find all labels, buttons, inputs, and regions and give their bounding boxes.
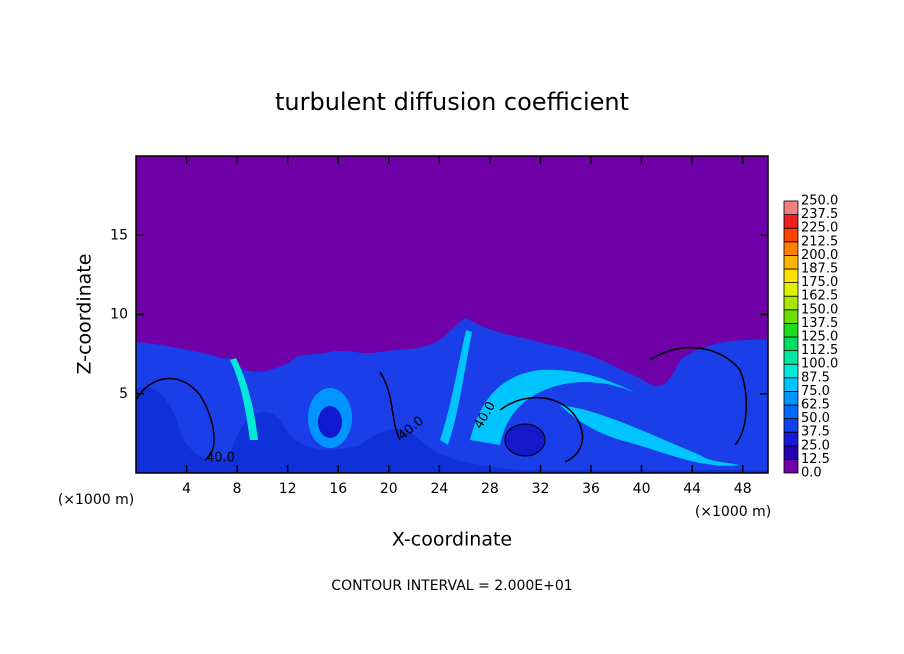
colorbar-label: 62.5 (801, 398, 830, 413)
colorbar-cell (783, 418, 799, 433)
colorbar-cell (783, 254, 799, 270)
contour-label: 40.0 (206, 451, 235, 466)
colorbar-label: 250.0 (801, 194, 838, 209)
y-tick-label: 15 (110, 227, 128, 243)
colorbar-cell (783, 214, 799, 229)
x-tick-label: 20 (380, 481, 398, 497)
colorbar-label: 175.0 (801, 275, 838, 290)
colorbar-label: 162.5 (801, 289, 838, 304)
x-tick-label: 44 (683, 481, 701, 497)
colorbar-cell (783, 268, 799, 284)
x-tick-label: 40 (633, 481, 651, 497)
colorbar-label: 0.0 (801, 466, 822, 481)
colorbar-cell (783, 431, 799, 447)
x-tick-label: 32 (532, 481, 550, 497)
x-tick-label: 8 (233, 481, 242, 497)
colorbar-cell (783, 200, 799, 216)
contour-line (135, 347, 748, 463)
x-tick-label: 28 (481, 481, 499, 497)
colorbar-label: 100.0 (801, 357, 838, 372)
colorbar-label: 75.0 (801, 384, 830, 399)
field-region (136, 386, 768, 473)
colorbar-label: 150.0 (801, 302, 838, 317)
chart-title: turbulent diffusion coefficient (275, 88, 629, 116)
field-region (230, 358, 258, 440)
colorbar-cell (783, 295, 799, 311)
colorbar-label: 112.5 (801, 343, 838, 358)
y-axis-title: Z-coordinate (74, 254, 96, 375)
x-tick-label: 12 (279, 481, 297, 497)
colorbar-label: 212.5 (801, 234, 838, 249)
x-unit: (×1000 m) (695, 504, 771, 520)
field-region (470, 369, 640, 445)
colorbar-label: 200.0 (801, 248, 838, 263)
colorbar-cell (783, 390, 799, 406)
field-region (440, 330, 472, 445)
x-tick-label: 24 (430, 481, 448, 497)
colorbar-label: 87.5 (801, 370, 830, 385)
y-tick-label: 10 (110, 307, 128, 323)
colorbar-cell (783, 377, 799, 392)
colorbar-cell (783, 336, 799, 352)
colorbar-label: 25.0 (801, 438, 830, 453)
x-tick-label: 16 (329, 481, 347, 497)
colorbar-cell (783, 322, 799, 338)
colorbar-cell (783, 350, 799, 365)
field-region (560, 405, 740, 466)
x-tick-label: 48 (734, 481, 752, 497)
colorbar-cell (783, 458, 799, 474)
colorbar-cell (783, 445, 799, 460)
colorbar-cell (783, 404, 799, 420)
x-axis-title: X-coordinate (392, 529, 512, 551)
colorbar-cell (783, 363, 799, 379)
y-unit: (×1000 m) (58, 492, 134, 508)
x-tick-label: 4 (182, 481, 191, 497)
colorbar-label: 225.0 (801, 221, 838, 236)
footnote: CONTOUR INTERVAL = 2.000E+01 (331, 578, 572, 594)
colorbar-label: 237.5 (801, 207, 838, 222)
field-region (318, 406, 342, 438)
colorbar-cell (783, 309, 799, 324)
field: 40.0 40.0 40.0 (135, 156, 768, 473)
contour-line (504, 423, 546, 457)
colorbar-label: 37.5 (801, 425, 830, 440)
colorbar-label: 187.5 (801, 262, 838, 277)
colorbar-label: 50.0 (801, 411, 830, 426)
colorbar-cell (783, 227, 799, 243)
colorbar-label: 137.5 (801, 316, 838, 331)
colorbar-label: 12.5 (801, 452, 830, 467)
y-tick-label: 5 (119, 386, 128, 402)
colorbar-cell (783, 241, 799, 256)
x-tick-label: 36 (582, 481, 600, 497)
colorbar-cell (783, 282, 799, 297)
colorbar-label: 125.0 (801, 330, 838, 345)
